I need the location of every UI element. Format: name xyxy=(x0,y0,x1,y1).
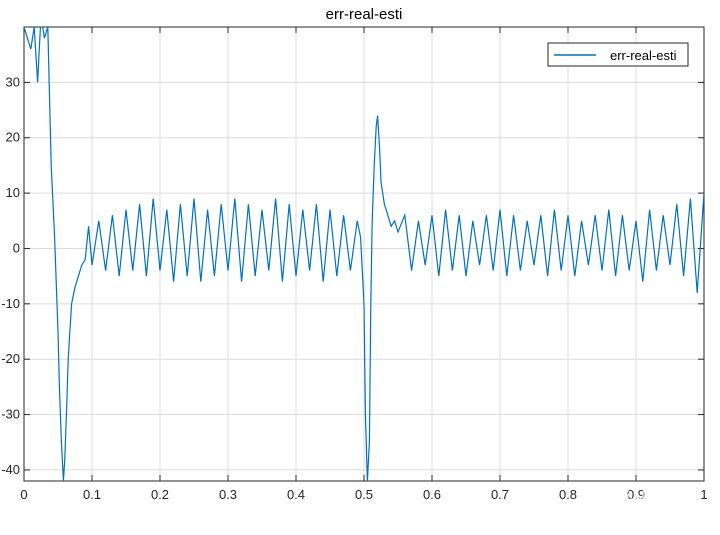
x-tick-label: 0.2 xyxy=(151,487,169,502)
legend: err-real-esti xyxy=(547,42,689,67)
y-tick-label: 0 xyxy=(13,240,20,255)
x-tick-label: 0.6 xyxy=(423,487,441,502)
y-tick-label: 20 xyxy=(6,130,20,145)
y-tick-label: -30 xyxy=(1,407,20,422)
x-tick-label: 0.8 xyxy=(559,487,577,502)
series-line xyxy=(24,27,704,481)
x-tick-label: 0.3 xyxy=(219,487,237,502)
x-tick-label: 0.5 xyxy=(355,487,373,502)
y-tick-label: 10 xyxy=(6,185,20,200)
chart-title: err-real-esti xyxy=(326,6,403,23)
watermark: 知乎 @Neilmotor xyxy=(581,488,703,506)
y-tick-label: -10 xyxy=(1,296,20,311)
legend-label: err-real-esti xyxy=(610,48,677,63)
x-tick-label: 0.4 xyxy=(287,487,305,502)
y-tick-label: -20 xyxy=(1,351,20,366)
axis-ticks: 0 0.1 0.2 0.3 0.4 0.5 0.6 0.7 0.8 0.9 1 -40 -30 -20 -1… xyxy=(1,27,708,502)
series-layer xyxy=(24,27,704,481)
y-tick-label: 30 xyxy=(6,74,20,89)
x-tick-label: 0.9 xyxy=(627,487,645,502)
y-tick-label: -40 xyxy=(1,462,20,477)
legend-box xyxy=(547,42,689,67)
x-tick-label: 1 xyxy=(700,487,707,502)
x-tick-label: 0.1 xyxy=(83,487,101,502)
x-tick-label: 0 xyxy=(20,487,27,502)
x-tick-label: 0.7 xyxy=(491,487,509,502)
